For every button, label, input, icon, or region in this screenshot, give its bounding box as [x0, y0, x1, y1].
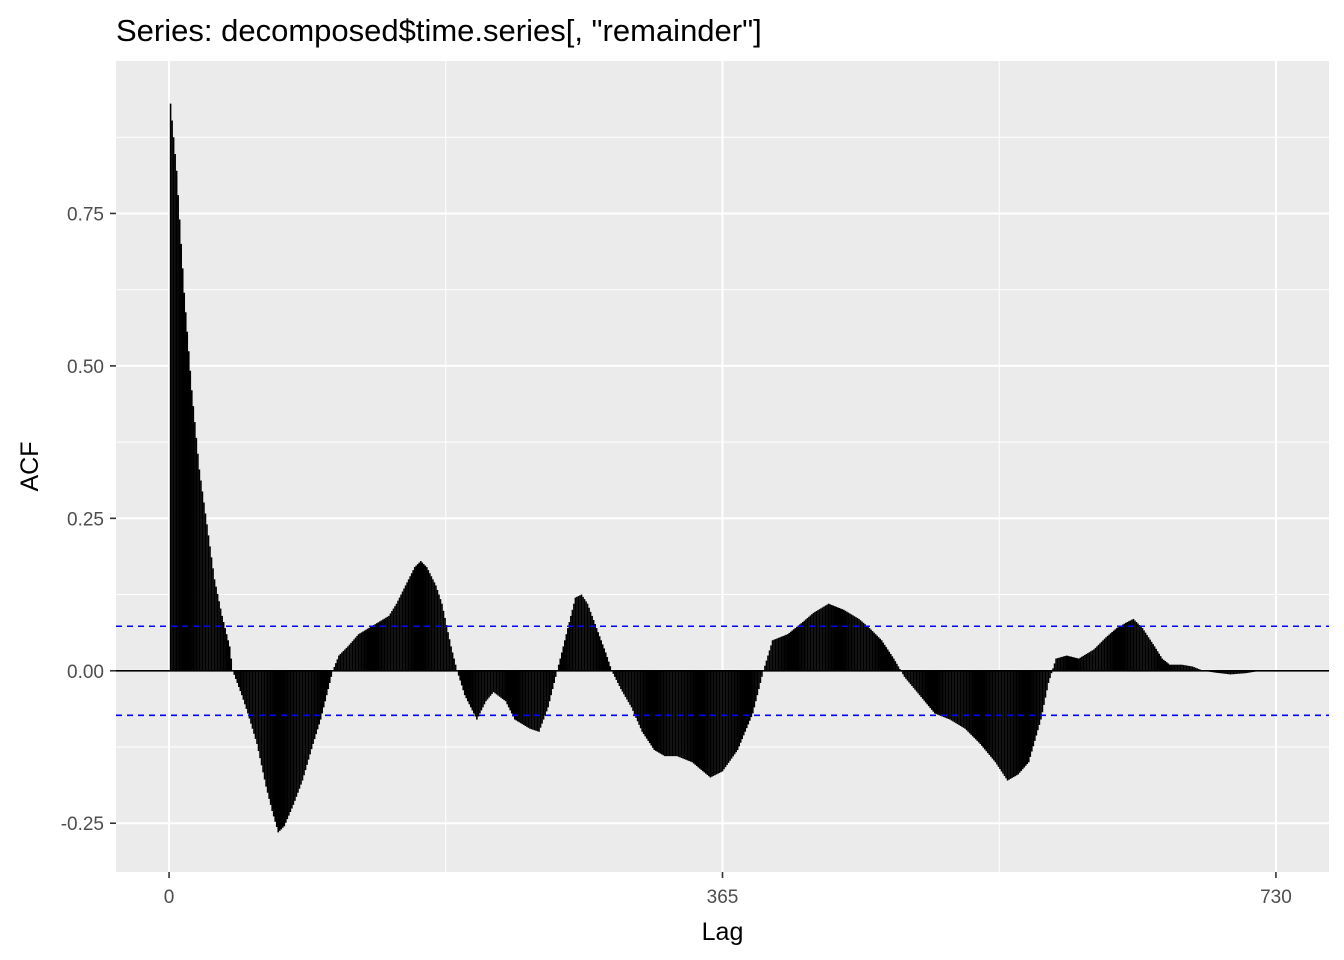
x-tick-label: 0: [164, 887, 175, 908]
x-axis-title: Lag: [702, 918, 744, 946]
y-axis-title: ACF: [16, 442, 44, 492]
x-tick-label: 365: [707, 887, 739, 908]
y-tick-label: 0.75: [67, 204, 104, 225]
y-tick-label: 0.50: [67, 357, 104, 378]
y-axis: -0.25 0.00 0.25 0.50 0.75: [61, 204, 116, 835]
y-tick-label: 0.00: [67, 662, 104, 683]
chart-title: Series: decomposed$time.series[, "remain…: [116, 13, 762, 48]
y-tick-label: -0.25: [61, 814, 104, 835]
y-tick-label: 0.25: [67, 509, 104, 530]
x-axis: 0 365 730: [164, 872, 1292, 908]
x-tick-label: 730: [1260, 887, 1292, 908]
acf-bars: [169, 103, 1261, 833]
